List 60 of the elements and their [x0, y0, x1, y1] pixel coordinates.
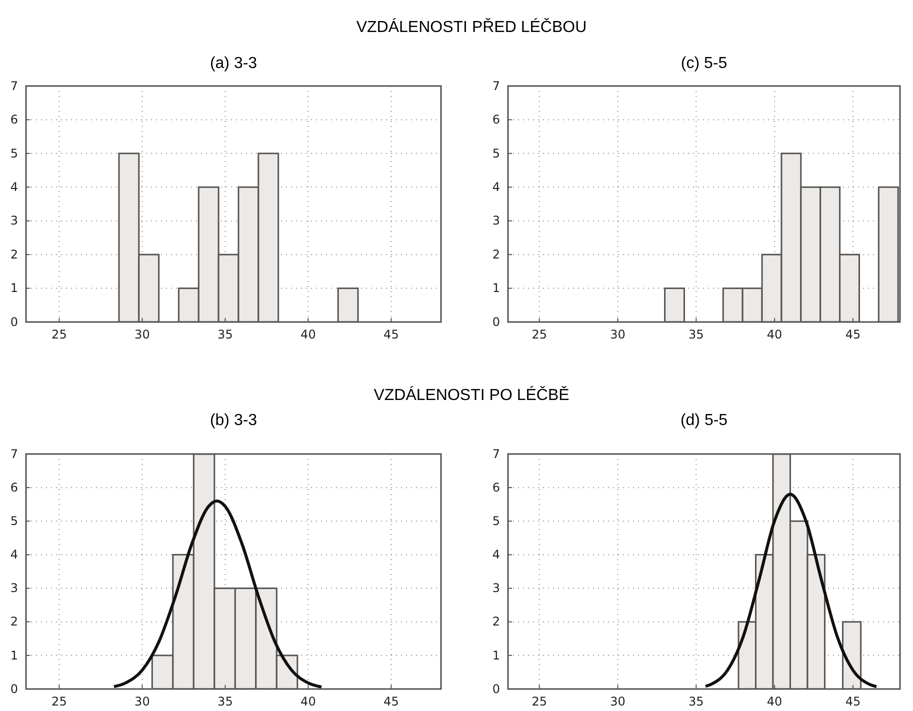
y-tick-label: 5 — [492, 514, 500, 528]
y-tick-label: 3 — [492, 214, 500, 228]
chart-title: (b) 3-3 — [210, 412, 258, 429]
y-tick-label: 2 — [492, 614, 500, 629]
x-tick-label: 45 — [845, 328, 861, 342]
y-tick-label: 7 — [10, 446, 18, 461]
chart-title: (c) 5-5 — [680, 55, 728, 72]
x-tick-label: 35 — [688, 694, 704, 709]
y-tick-label: 3 — [492, 581, 500, 596]
y-tick-label: 4 — [10, 180, 18, 194]
y-tick-label: 0 — [10, 682, 18, 696]
text: VZDÁLENOSTI PO LÉČBĚ — [374, 386, 570, 404]
y-tick-label: 0 — [492, 314, 500, 329]
x-tick-label: 25 — [532, 328, 547, 342]
y-tick-label: 4 — [492, 548, 500, 562]
y-tick-label: 1 — [492, 648, 500, 662]
y-tick-label: 4 — [492, 180, 500, 194]
x-tick-label: 40 — [300, 694, 316, 709]
x-tick-label: 35 — [218, 694, 233, 709]
y-tick-label: 5 — [492, 146, 500, 160]
y-tick-label: 2 — [10, 247, 18, 262]
y-tick-label: 6 — [492, 480, 500, 494]
y-tick-label: 6 — [10, 480, 18, 494]
y-tick-label: 7 — [492, 78, 500, 93]
x-tick-label: 40 — [766, 328, 782, 342]
chart-title: (d) 5-5 — [680, 412, 728, 429]
line-series — [112, 500, 323, 688]
x-tick-label: 40 — [300, 328, 316, 342]
x-tick-label: 45 — [384, 694, 399, 709]
y-tick-label: 2 — [492, 247, 500, 262]
line-series — [704, 492, 878, 688]
x-tick-label: 30 — [610, 328, 626, 342]
x-tick-label: 30 — [134, 694, 150, 709]
y-tick-label: 1 — [10, 281, 18, 296]
x-tick-label: 25 — [532, 694, 547, 709]
y-tick-label: 3 — [10, 581, 18, 596]
y-tick-label: 7 — [10, 78, 18, 93]
x-tick-label: 35 — [218, 328, 233, 342]
y-tick-label: 1 — [10, 648, 18, 662]
y-tick-label: 4 — [10, 548, 18, 562]
x-tick-label: 40 — [766, 694, 782, 709]
x-tick-label: 45 — [845, 694, 861, 709]
x-tick-label: 30 — [134, 328, 150, 342]
y-tick-label: 6 — [492, 112, 500, 127]
y-tick-label: 0 — [10, 314, 18, 329]
y-tick-label: 7 — [492, 446, 500, 461]
y-tick-label: 1 — [492, 281, 500, 296]
y-tick-label: 5 — [10, 514, 18, 528]
y-tick-label: 3 — [10, 214, 18, 228]
text: VZDÁLENOSTI PŘED LÉČBOU — [356, 18, 587, 36]
x-tick-label: 35 — [688, 328, 704, 342]
x-tick-label: 45 — [384, 328, 399, 342]
y-tick-label: 0 — [492, 682, 500, 696]
x-tick-label: 30 — [610, 694, 626, 709]
y-tick-label: 6 — [10, 112, 18, 127]
y-tick-label: 2 — [10, 614, 18, 629]
x-tick-label: 25 — [52, 694, 67, 709]
y-tick-label: 5 — [10, 146, 18, 160]
chart-title: (a) 3-3 — [210, 55, 258, 72]
x-tick-label: 25 — [52, 328, 67, 342]
